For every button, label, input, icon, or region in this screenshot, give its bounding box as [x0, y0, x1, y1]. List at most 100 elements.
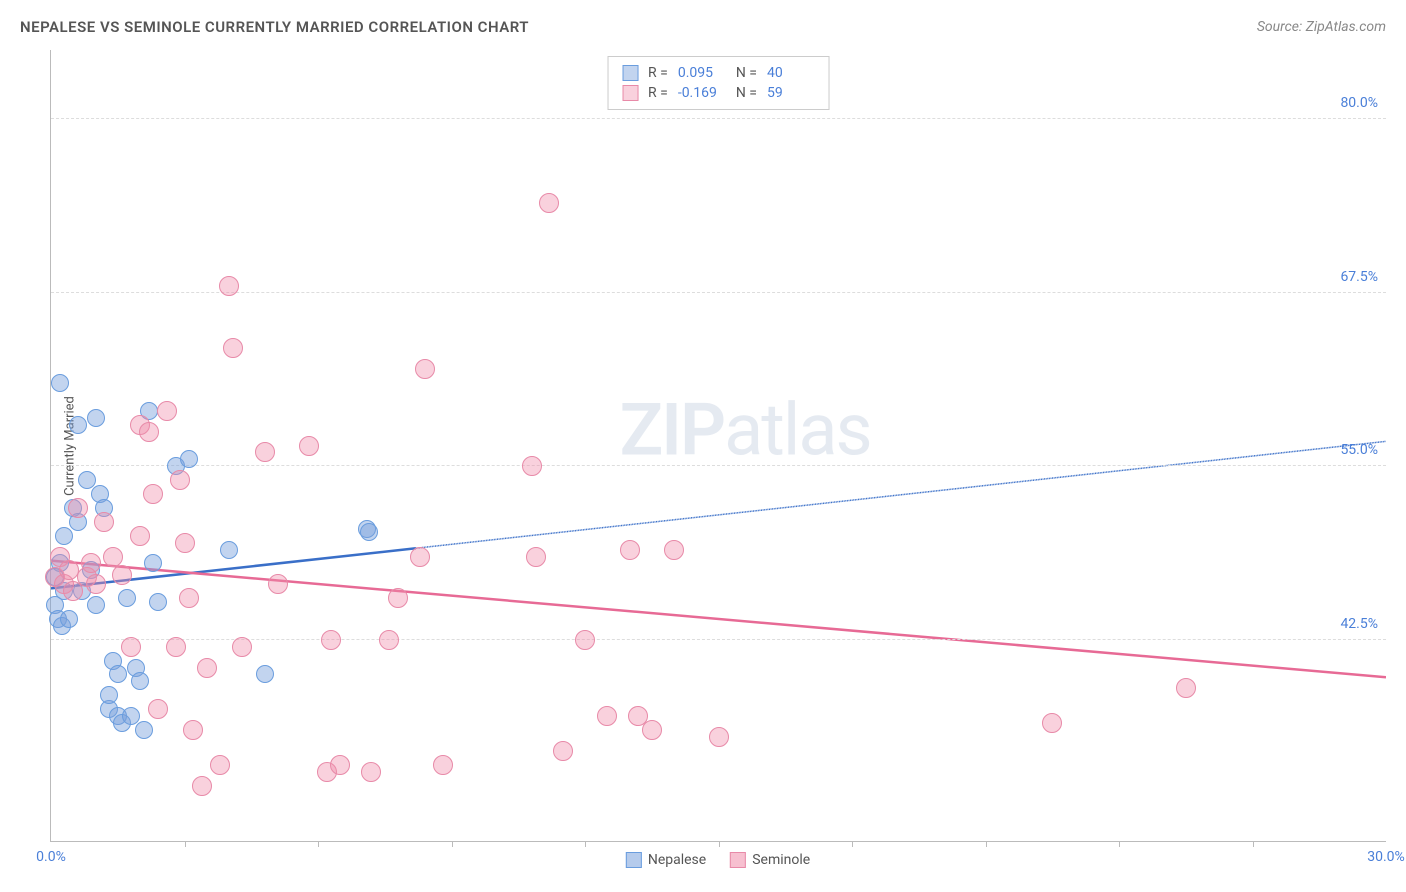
- scatter-point: [210, 755, 230, 775]
- scatter-point: [232, 637, 252, 657]
- y-tick-label: 55.0%: [1340, 442, 1378, 458]
- legend-label: Nepalese: [648, 852, 706, 868]
- scatter-point: [131, 672, 149, 690]
- scatter-point: [620, 540, 640, 560]
- scatter-point: [642, 720, 662, 740]
- stat-r-value: -0.169: [678, 85, 726, 101]
- scatter-point: [166, 637, 186, 657]
- x-tick-label: 30.0%: [1367, 849, 1405, 865]
- scatter-point: [87, 596, 105, 614]
- scatter-point: [575, 630, 595, 650]
- plot-region: ZIPatlas R = 0.095 N = 40 R = -0.169 N = 59 42.…: [50, 50, 1386, 842]
- x-tick: [1119, 841, 1120, 847]
- scatter-point: [522, 456, 542, 476]
- scatter-point: [360, 523, 378, 541]
- legend-swatch: [730, 852, 746, 868]
- watermark: ZIPatlas: [620, 387, 871, 472]
- scatter-point: [299, 436, 319, 456]
- scatter-point: [170, 470, 190, 490]
- scatter-point: [69, 416, 87, 434]
- scatter-point: [330, 755, 350, 775]
- legend-item: Seminole: [730, 852, 810, 868]
- legend-swatch: [626, 852, 642, 868]
- scatter-point: [81, 553, 101, 573]
- scatter-point: [197, 658, 217, 678]
- scatter-point: [433, 755, 453, 775]
- legend-swatch: [622, 65, 638, 81]
- x-tick-label: 0.0%: [36, 849, 66, 865]
- gridline: [51, 292, 1386, 293]
- stat-r-label: R =: [648, 65, 668, 81]
- scatter-point: [179, 588, 199, 608]
- scatter-point: [143, 484, 163, 504]
- scatter-point: [268, 574, 288, 594]
- scatter-point: [1042, 713, 1062, 733]
- x-tick: [185, 841, 186, 847]
- stats-legend-row: R = -0.169 N = 59: [622, 83, 815, 103]
- x-tick: [1253, 841, 1254, 847]
- trend-lines: [51, 50, 1386, 841]
- scatter-point: [130, 526, 150, 546]
- scatter-point: [144, 554, 162, 572]
- stat-n-label: N =: [736, 65, 757, 81]
- scatter-point: [175, 533, 195, 553]
- scatter-point: [256, 665, 274, 683]
- scatter-point: [255, 442, 275, 462]
- stat-r-label: R =: [648, 85, 668, 101]
- scatter-point: [553, 741, 573, 761]
- scatter-point: [415, 359, 435, 379]
- scatter-point: [388, 588, 408, 608]
- scatter-point: [103, 547, 123, 567]
- x-tick: [852, 841, 853, 847]
- scatter-point: [539, 193, 559, 213]
- scatter-point: [112, 565, 132, 585]
- stats-legend-row: R = 0.095 N = 40: [622, 63, 815, 83]
- scatter-point: [183, 720, 203, 740]
- scatter-point: [100, 686, 118, 704]
- scatter-point: [321, 630, 341, 650]
- scatter-point: [223, 338, 243, 358]
- scatter-point: [180, 450, 198, 468]
- series-legend: Nepalese Seminole: [626, 852, 810, 868]
- scatter-point: [597, 706, 617, 726]
- gridline: [51, 465, 1386, 466]
- scatter-point: [410, 547, 430, 567]
- scatter-point: [109, 665, 127, 683]
- scatter-point: [664, 540, 684, 560]
- scatter-point: [709, 727, 729, 747]
- scatter-point: [148, 699, 168, 719]
- y-tick-label: 42.5%: [1340, 616, 1378, 632]
- scatter-point: [1176, 678, 1196, 698]
- stat-r-value: 0.095: [678, 65, 726, 81]
- chart-title: NEPALESE VS SEMINOLE CURRENTLY MARRIED C…: [20, 18, 529, 36]
- scatter-point: [192, 776, 212, 796]
- legend-item: Nepalese: [626, 852, 706, 868]
- scatter-point: [51, 374, 69, 392]
- scatter-point: [361, 762, 381, 782]
- scatter-point: [86, 574, 106, 594]
- scatter-point: [94, 512, 114, 532]
- y-tick-label: 67.5%: [1340, 269, 1378, 285]
- stat-n-value: 40: [767, 65, 815, 81]
- stat-n-value: 59: [767, 85, 815, 101]
- scatter-point: [87, 409, 105, 427]
- scatter-point: [149, 593, 167, 611]
- legend-swatch: [622, 85, 638, 101]
- gridline: [51, 118, 1386, 119]
- scatter-point: [121, 637, 141, 657]
- legend-label: Seminole: [752, 852, 810, 868]
- gridline: [51, 639, 1386, 640]
- scatter-point: [220, 541, 238, 559]
- scatter-point: [379, 630, 399, 650]
- x-tick: [318, 841, 319, 847]
- stats-legend: R = 0.095 N = 40 R = -0.169 N = 59: [607, 56, 830, 110]
- x-tick: [452, 841, 453, 847]
- y-tick-label: 80.0%: [1340, 95, 1378, 111]
- scatter-point: [526, 547, 546, 567]
- chart-source: Source: ZipAtlas.com: [1257, 19, 1386, 35]
- chart-area: Currently Married ZIPatlas R =0.095N =40…: [50, 50, 1386, 842]
- scatter-point: [118, 589, 136, 607]
- scatter-point: [60, 610, 78, 628]
- stat-n-label: N =: [736, 85, 757, 101]
- x-tick: [719, 841, 720, 847]
